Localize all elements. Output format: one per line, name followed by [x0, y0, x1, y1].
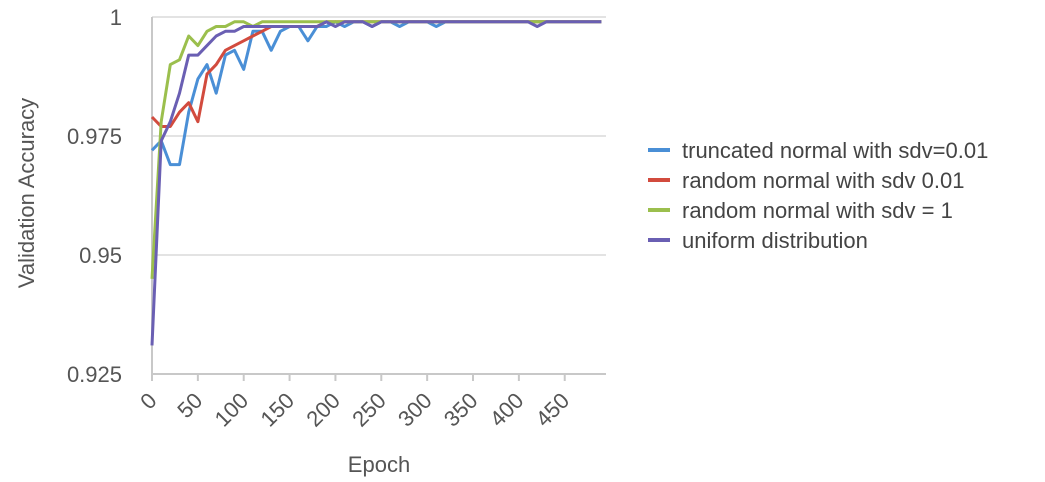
legend: truncated normal with sdv=0.01 random nor… — [648, 138, 988, 253]
x-tick-label: 350 — [439, 388, 483, 432]
x-axis-title: Epoch — [348, 452, 410, 477]
x-tick-labels: 0 50 100 150 200 250 300 350 400 450 — [135, 388, 574, 432]
y-axis-title: Validation Accuracy — [14, 98, 39, 288]
y-tick-label: 1 — [110, 5, 122, 30]
legend-label: random normal with sdv 0.01 — [682, 168, 964, 193]
legend-label: truncated normal with sdv=0.01 — [682, 138, 988, 163]
x-tick-label: 50 — [172, 388, 207, 423]
x-tick-label: 400 — [485, 388, 529, 432]
grid-lines — [152, 16, 606, 256]
series-lines — [150, 20, 602, 346]
y-tick-label: 0.975 — [67, 124, 122, 149]
x-tick-label: 0 — [135, 388, 161, 414]
legend-label: random normal with sdv = 1 — [682, 198, 953, 223]
x-tick-label: 200 — [301, 388, 345, 432]
series-line-1 — [150, 20, 602, 167]
x-tick-label: 250 — [347, 388, 391, 432]
series-line-4 — [150, 20, 602, 346]
y-tick-labels: 0.925 0.95 0.975 1 — [67, 5, 122, 387]
x-tick-label: 150 — [255, 388, 299, 432]
y-tick-label: 0.95 — [79, 243, 122, 268]
y-tick-label: 0.925 — [67, 362, 122, 387]
x-tick-label: 300 — [393, 388, 437, 432]
x-tick-label: 450 — [531, 388, 575, 432]
legend-label: uniform distribution — [682, 228, 868, 253]
x-tick-label: 100 — [210, 388, 254, 432]
